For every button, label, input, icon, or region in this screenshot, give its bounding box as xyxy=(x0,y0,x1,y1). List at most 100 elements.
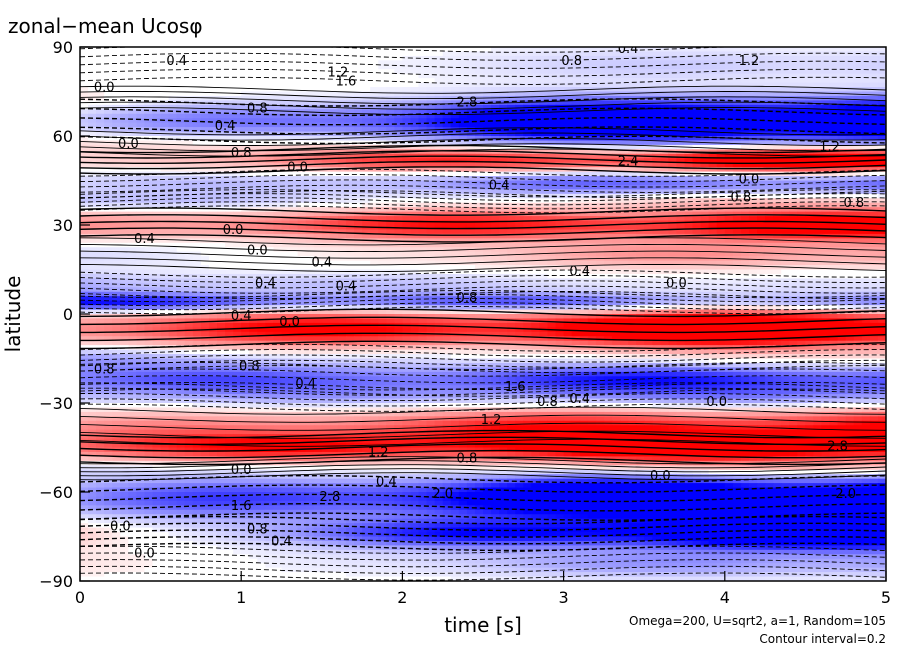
heatmap-cell xyxy=(611,118,621,124)
heatmap-cell xyxy=(458,127,468,133)
heatmap-cell xyxy=(837,225,847,231)
heatmap-cell xyxy=(418,216,428,222)
heatmap-cell xyxy=(265,109,275,115)
heatmap-cell xyxy=(112,51,121,57)
heatmap-cell xyxy=(104,184,113,190)
heatmap-cell xyxy=(184,122,194,128)
heatmap-cell xyxy=(684,220,694,226)
heatmap-cell xyxy=(450,233,460,239)
heatmap-cell xyxy=(128,184,138,190)
heatmap-cell xyxy=(813,55,823,61)
heatmap-cell xyxy=(740,180,750,186)
heatmap-cell xyxy=(483,225,492,231)
heatmap-cell xyxy=(765,242,774,248)
heatmap-cell xyxy=(595,82,605,88)
heatmap-cell xyxy=(370,193,379,199)
heatmap-cell xyxy=(676,238,686,244)
heatmap-cell xyxy=(249,87,258,93)
heatmap-cell xyxy=(708,229,718,235)
heatmap-cell xyxy=(474,113,484,119)
heatmap-cell xyxy=(877,109,886,115)
heatmap-cell xyxy=(483,220,492,226)
heatmap-cell xyxy=(458,184,468,190)
heatmap-cell xyxy=(329,51,339,57)
heatmap-cell xyxy=(337,73,347,79)
heatmap-cell xyxy=(821,247,831,253)
heatmap-cell xyxy=(837,69,847,75)
heatmap-cell xyxy=(305,189,315,195)
heatmap-cell xyxy=(257,131,266,137)
heatmap-cell xyxy=(410,113,420,119)
heatmap-cell xyxy=(636,122,645,128)
heatmap-cell xyxy=(96,158,105,164)
heatmap-cell xyxy=(644,184,653,190)
heatmap-cell xyxy=(684,265,694,271)
heatmap-cell xyxy=(611,140,621,146)
heatmap-cell xyxy=(491,265,500,271)
heatmap-cell xyxy=(225,100,234,106)
heatmap-cell xyxy=(805,229,815,235)
heatmap-cell xyxy=(700,247,710,253)
heatmap-cell xyxy=(587,180,597,186)
heatmap-cell xyxy=(80,162,89,168)
heatmap-cell xyxy=(168,189,178,195)
heatmap-cell xyxy=(837,171,847,177)
heatmap-cell xyxy=(676,113,686,119)
heatmap-cell xyxy=(289,73,299,79)
heatmap-cell xyxy=(426,69,436,75)
heatmap-cell xyxy=(740,87,750,93)
heatmap-cell xyxy=(611,144,621,150)
heatmap-cell xyxy=(160,251,170,257)
heatmap-cell xyxy=(507,87,516,93)
heatmap-cell xyxy=(225,113,234,119)
heatmap-cell xyxy=(354,113,363,119)
heatmap-cell xyxy=(354,216,363,222)
heatmap-cell xyxy=(241,260,250,266)
heatmap-cell xyxy=(297,95,307,101)
heatmap-cell xyxy=(805,171,815,177)
heatmap-cell xyxy=(297,247,307,253)
heatmap-cell xyxy=(636,265,645,271)
heatmap-cell xyxy=(611,247,621,253)
heatmap-cell xyxy=(144,265,154,271)
heatmap-cell xyxy=(96,109,105,115)
heatmap-cell xyxy=(620,167,629,173)
heatmap-cell xyxy=(700,193,710,199)
heatmap-cell xyxy=(297,225,307,231)
heatmap-cell xyxy=(587,100,597,106)
heatmap-cell xyxy=(474,162,484,168)
heatmap-cell xyxy=(507,251,516,257)
heatmap-cell xyxy=(225,55,234,61)
heatmap-cell xyxy=(861,171,871,177)
heatmap-cell xyxy=(257,198,266,204)
heatmap-cell xyxy=(241,136,250,142)
heatmap-cell xyxy=(821,256,831,262)
heatmap-cell xyxy=(321,91,331,97)
heatmap-cell xyxy=(652,198,661,204)
heatmap-cell xyxy=(386,229,395,235)
heatmap-cell xyxy=(853,113,863,119)
heatmap-cell xyxy=(233,247,242,253)
heatmap-cell xyxy=(829,251,839,257)
heatmap-cell xyxy=(434,140,444,146)
heatmap-cell xyxy=(265,64,275,70)
heatmap-cell xyxy=(394,51,403,57)
heatmap-cell xyxy=(708,113,718,119)
heatmap-cell xyxy=(265,47,275,53)
heatmap-cell xyxy=(370,184,379,190)
heatmap-cell xyxy=(644,149,653,155)
heatmap-cell xyxy=(853,184,863,190)
heatmap-cell xyxy=(297,122,307,128)
heatmap-cell xyxy=(805,55,815,61)
heatmap-cell xyxy=(571,127,581,133)
heatmap-cell xyxy=(225,82,234,88)
heatmap-cell xyxy=(104,131,113,137)
heatmap-cell xyxy=(104,91,113,97)
heatmap-cell xyxy=(869,171,879,177)
heatmap-cell xyxy=(531,180,541,186)
heatmap-cell xyxy=(748,176,758,182)
heatmap-cell xyxy=(402,51,412,57)
heatmap-cell xyxy=(273,184,283,190)
heatmap-cell xyxy=(144,113,154,119)
heatmap-cell xyxy=(789,91,798,97)
